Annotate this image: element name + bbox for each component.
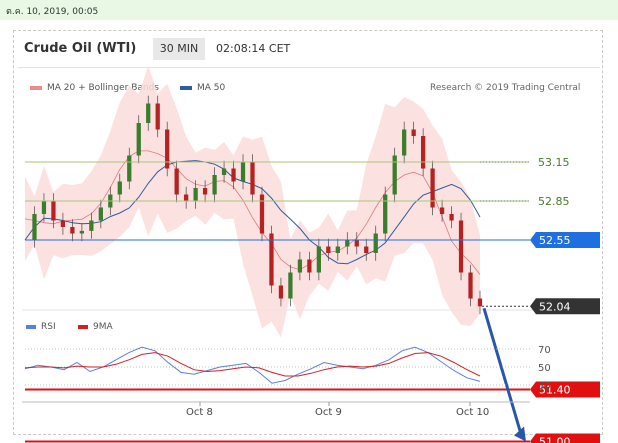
legend-label: MA 50	[197, 83, 226, 93]
candle-body	[439, 207, 445, 214]
candle-body	[392, 155, 397, 195]
legend-swatch	[180, 85, 192, 90]
price-tag-51.00: 51.00	[530, 433, 600, 443]
candle-body	[146, 103, 151, 123]
candle-body	[89, 220, 94, 231]
forecast-arrow-head	[514, 426, 526, 442]
candle-body	[98, 207, 103, 221]
candle-body	[364, 246, 369, 253]
candle-body	[373, 233, 378, 253]
price-tag-bg	[530, 381, 600, 398]
candle-body	[250, 162, 255, 195]
candle-body	[212, 175, 217, 195]
candle-body	[193, 188, 198, 201]
candle-body	[174, 168, 179, 195]
price-tag-label: 52.55	[539, 234, 571, 247]
candle-body	[449, 214, 454, 221]
price-tag-52.04: 52.04	[530, 298, 600, 315]
candle-body	[458, 220, 464, 273]
candle-body	[430, 168, 435, 208]
candle-body	[155, 103, 160, 130]
x-tick-label: Oct 10	[456, 407, 489, 418]
candle-body	[468, 272, 473, 299]
x-tick-label: Oct 8	[186, 407, 213, 418]
candle-body	[79, 230, 85, 234]
candle-body	[402, 129, 407, 156]
rsi-series-rsi	[24, 346, 481, 384]
candle-body	[202, 188, 208, 195]
legend-swatch	[30, 85, 42, 90]
timestamp-bar: ต.ค. 10, 2019, 00:05	[0, 0, 618, 20]
candle-body	[165, 129, 170, 169]
timestamp: ต.ค. 10, 2019, 00:05	[6, 7, 99, 17]
candle-body	[51, 201, 56, 221]
rsi-series-9ma	[24, 352, 481, 377]
instrument-title: Crude Oil (WTI)	[24, 41, 137, 56]
price-tag-bg	[530, 232, 600, 248]
candle-body	[335, 246, 340, 253]
candle-body	[41, 201, 47, 214]
price-tag-52.55: 52.55	[530, 232, 600, 248]
candle-body	[297, 259, 303, 273]
legend-label: 9MA	[93, 322, 113, 332]
candle-body	[240, 162, 246, 182]
level-label: 52.85	[538, 195, 570, 208]
candle-body	[307, 259, 312, 273]
candle-body	[127, 155, 132, 182]
candle-body	[184, 194, 189, 201]
legend-rsi: RSI	[26, 322, 56, 332]
candle-body	[345, 240, 350, 247]
price-tag-bg	[530, 298, 600, 315]
candle-body	[136, 123, 141, 156]
legend-ma50: MA 50	[180, 83, 225, 93]
candle-body	[326, 246, 331, 253]
candle-body	[411, 129, 416, 136]
candle-body	[221, 168, 227, 175]
candle-body	[420, 136, 426, 169]
price-tag-label: 51.00	[539, 436, 571, 443]
candle-body	[383, 194, 388, 234]
legend-label: MA 20 + Bollinger Bands	[47, 83, 159, 93]
legend-ma20-bollinger: MA 20 + Bollinger Bands	[30, 83, 159, 93]
candle-body	[288, 272, 293, 299]
candle-body	[60, 220, 66, 227]
candle-body	[117, 181, 122, 195]
legend-swatch	[78, 324, 88, 329]
candle-body	[259, 194, 265, 234]
candle-body	[70, 227, 75, 234]
x-tick-label: Oct 9	[315, 407, 342, 418]
price-tag-51.40: 51.40	[530, 381, 600, 398]
forecast-arrow-line	[482, 307, 524, 438]
legend-label: RSI	[41, 322, 56, 332]
candle-body	[477, 298, 483, 307]
candle-body	[231, 168, 236, 182]
header-divider	[18, 67, 600, 68]
candle-body	[269, 233, 274, 286]
price-tag-label: 51.40	[539, 384, 571, 397]
rsi-tick-label: 50	[538, 363, 551, 374]
price-tag-label: 52.04	[539, 300, 571, 313]
candle-body	[354, 240, 359, 247]
legend-swatch	[26, 324, 36, 329]
candle-body	[32, 214, 37, 240]
chart-frame	[13, 30, 603, 435]
chart-time: 02:08:14 CET	[216, 42, 291, 55]
rsi-tick-label: 70	[538, 345, 551, 356]
level-label: 53.15	[538, 156, 570, 169]
legend-9ma: 9MA	[78, 322, 113, 332]
rsi-tick-label: 30	[538, 381, 551, 392]
price-tag-bg	[530, 433, 600, 443]
timeframe-badge[interactable]: 30 MIN	[153, 38, 205, 60]
candle-body	[278, 285, 284, 299]
research-credit: Research © 2019 Trading Central	[430, 83, 581, 93]
candle-body	[316, 246, 321, 273]
